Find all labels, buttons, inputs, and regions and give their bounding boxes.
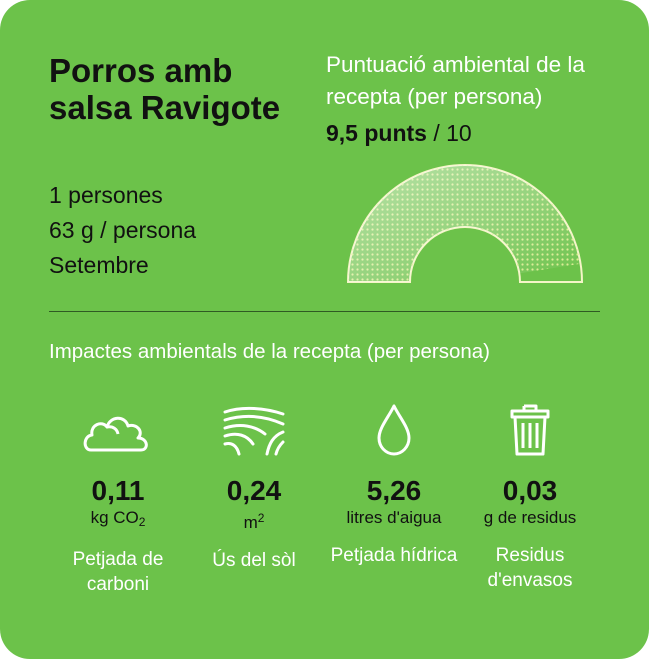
water-label: Petjada hídrica (330, 545, 458, 566)
land-use-value: 0,24 (226, 475, 282, 506)
packaging-waste-metric: 0,03 g de residus Residus d'envasos (455, 402, 605, 593)
water-drop-icon (319, 402, 469, 470)
packaging-waste-unit: g de residus (483, 508, 577, 527)
land-use-metric: 0,24 m2 Ús del sòl (179, 402, 329, 573)
servings-text: 1 persones (49, 182, 163, 208)
gauge-fill-highlight (348, 164, 581, 282)
impacts-title: Impactes ambientals de la recepta (per p… (49, 340, 490, 363)
carbon-label: Petjada de carboni (72, 549, 164, 595)
season-month: Setembre (49, 252, 149, 278)
weight-text: 63 g / persona (49, 217, 197, 243)
water-metric: 5,26 litres d'aigua Petjada hídrica (319, 402, 469, 568)
packaging-waste-label: Residus d'envasos (487, 545, 573, 591)
carbon-unit: kg CO2 (90, 508, 146, 529)
cloud-icon (43, 402, 193, 470)
score-points: 9,5 punts (326, 120, 427, 146)
carbon-metric: 0,11 kg CO2 Petjada de carboni (43, 402, 193, 597)
trash-bin-icon (455, 402, 605, 470)
packaging-waste-value: 0,03 (502, 475, 558, 506)
carbon-value: 0,11 (91, 475, 145, 506)
score-gauge (346, 164, 584, 283)
score-label: Puntuació ambiental de la recepta (per p… (326, 52, 585, 109)
field-icon (179, 402, 329, 470)
water-unit: litres d'aigua (346, 508, 442, 527)
recipe-meta: 1 persones 63 g / persona Setembre (49, 178, 196, 283)
water-value: 5,26 (366, 475, 422, 506)
recipe-title: Porros amb salsa Ravigote (49, 52, 281, 126)
score-value: 9,5 punts / 10 (326, 117, 472, 149)
score-max: / 10 (433, 120, 472, 146)
land-use-unit: m2 (243, 511, 265, 532)
section-divider (49, 311, 600, 312)
land-use-label: Ús del sòl (212, 550, 296, 571)
